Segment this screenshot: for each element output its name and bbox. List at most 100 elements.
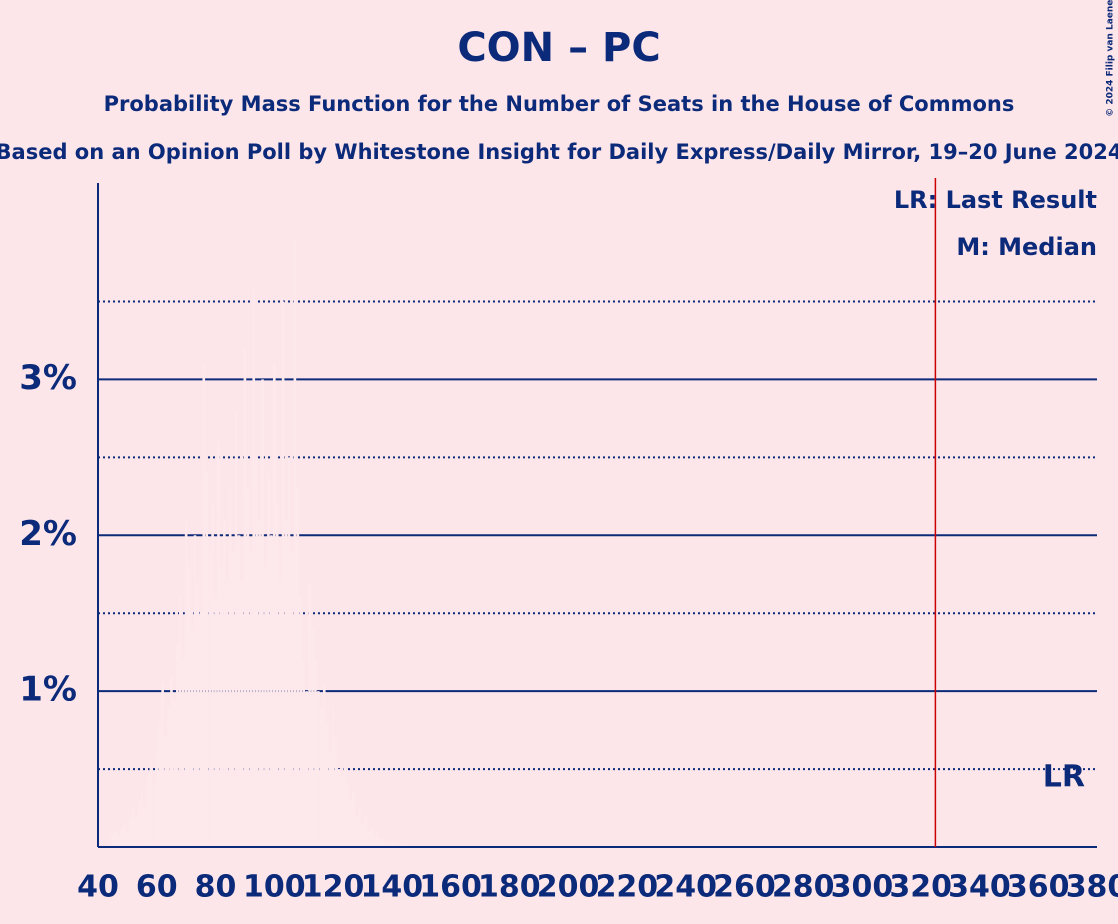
bar [161,683,164,847]
bar [349,800,353,847]
bar [275,504,279,847]
bar [290,550,294,847]
bar [296,488,300,847]
bar [319,706,323,847]
copyright: © 2024 Filip van Laenen [1106,0,1116,117]
x-tick-label: 100 [243,870,306,905]
bar [302,659,305,847]
subtitle: Probability Mass Function for the Number… [104,92,1015,116]
bar [108,839,112,847]
bar [399,843,402,847]
bar [228,488,232,847]
y-tick-label: 2% [19,514,77,554]
bar [117,836,120,847]
bar [137,800,141,847]
x-tick-label: 180 [478,870,541,905]
x-tick-label: 240 [654,870,717,905]
bar [270,535,273,847]
bar [223,519,226,847]
x-tick-label: 60 [136,870,178,905]
bar [364,815,367,847]
bar [366,831,370,847]
bar [111,834,115,847]
bar [126,831,129,847]
bar [293,239,297,847]
bar [181,659,185,847]
bar [378,837,382,847]
bar [164,737,167,847]
bar [381,839,385,847]
bar [196,582,200,847]
legend-entry: M: Median [956,233,1097,261]
y-tick-label: 3% [19,358,77,398]
x-tick-label: 140 [361,870,424,905]
bar [372,834,376,847]
bar [187,566,191,847]
bar [346,784,350,847]
last-result-label: LR [1043,760,1085,795]
bar [243,348,247,847]
bar [173,698,176,847]
bar [155,753,159,847]
bar [396,843,400,847]
bar [258,519,261,847]
bar [225,582,229,847]
bar [311,628,314,847]
bar [234,410,238,847]
bar [134,815,138,847]
bar [340,776,344,847]
bar [184,519,188,847]
bar [299,597,303,847]
x-tick-label: 360 [1007,870,1070,905]
bar [284,519,288,847]
bar [358,808,361,847]
bar [208,550,211,847]
bar [278,582,282,847]
bar [390,842,394,847]
bar [322,683,326,847]
bar [249,550,253,847]
bar [261,379,264,847]
y-tick-label: 1% [19,670,77,710]
bar [152,784,156,847]
bar [211,504,214,847]
bar [355,815,358,847]
subtitle: Based on an Opinion Poll by Whitestone I… [0,140,1118,164]
bar [384,840,388,847]
bar [387,840,391,847]
bar [317,691,320,847]
bar [402,843,405,847]
bar [120,828,123,847]
bar [140,792,144,847]
x-tick-label: 260 [713,870,776,905]
x-tick-label: 380 [1066,870,1118,905]
x-tick-label: 200 [537,870,600,905]
bar [246,488,250,847]
bar [328,753,332,847]
bar [361,823,364,847]
bar [217,441,220,847]
x-tick-label: 320 [889,870,952,905]
bar [231,550,235,847]
bar [375,831,379,847]
bar [170,675,173,847]
bar [237,535,241,847]
x-tick-label: 40 [77,870,119,905]
bar [343,761,347,847]
x-tick-label: 160 [419,870,482,905]
bar [205,472,209,847]
bar [352,792,355,847]
x-tick-label: 220 [596,870,659,905]
bar [176,644,179,847]
bar [272,363,276,847]
bar [305,691,308,847]
bar [255,457,258,847]
bar [220,566,223,847]
bar [123,823,126,847]
x-tick-label: 280 [772,870,835,905]
bar [128,818,132,847]
x-tick-label: 340 [948,870,1011,905]
bar [281,301,285,847]
bar [131,808,135,847]
